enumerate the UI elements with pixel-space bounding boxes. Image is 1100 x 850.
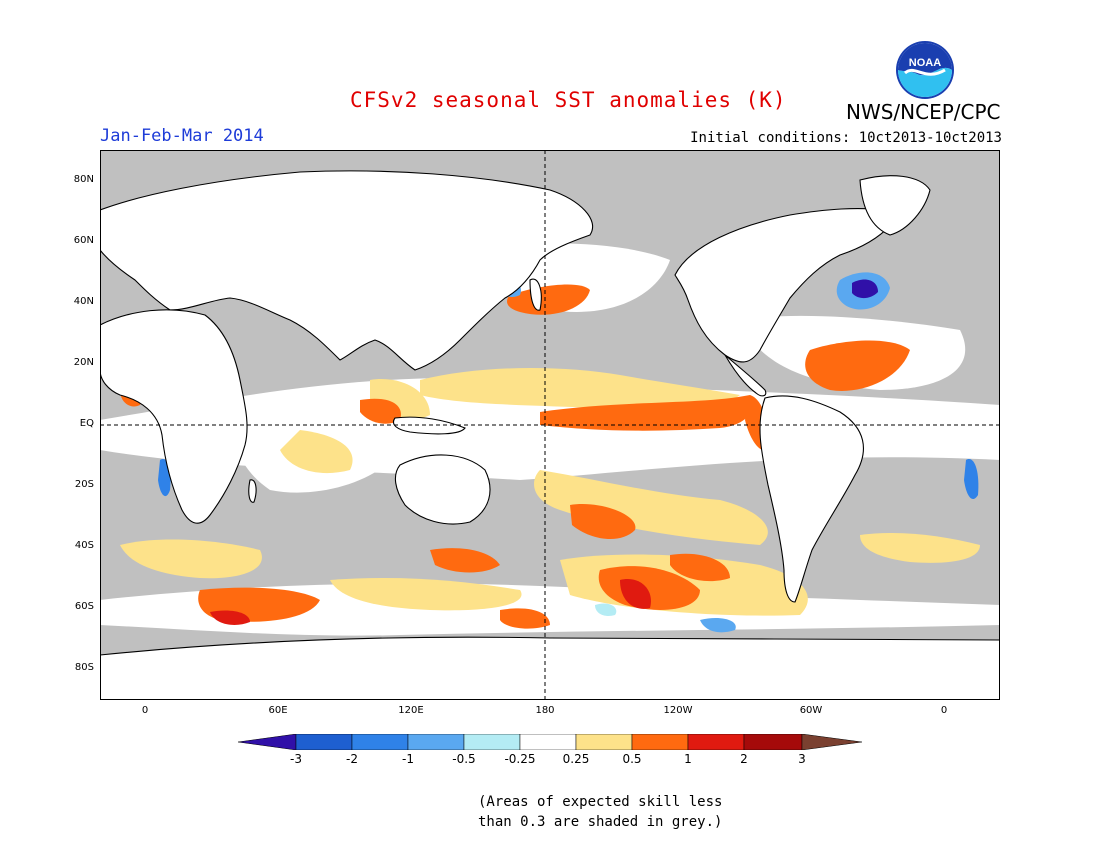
lon-label: 0: [940, 705, 948, 716]
lat-label: 80N: [73, 174, 94, 185]
colorbar: [238, 734, 862, 750]
lat-label: 40N: [73, 296, 94, 307]
colorbar-label: 0.5: [622, 752, 642, 766]
colorbar-label: -3: [290, 752, 302, 766]
colorbar-segment: [463, 734, 521, 750]
organization-label: NWS/NCEP/CPC: [846, 100, 1001, 124]
noaa-logo: NOAA: [896, 41, 954, 99]
colorbar-label: 0.25: [562, 752, 590, 766]
lon-label: 120W: [663, 705, 693, 716]
initial-conditions: Initial conditions: 10ct2013-10ct2013: [690, 130, 1002, 146]
lon-label: 120E: [398, 705, 424, 716]
colorbar-label: -1: [402, 752, 414, 766]
lon-label: 180: [535, 705, 555, 716]
colorbar-segment: [687, 734, 745, 750]
lon-label: 0: [141, 705, 149, 716]
skill-note: (Areas of expected skill less than 0.3 a…: [478, 792, 722, 832]
colorbar-segment: [351, 734, 409, 750]
skill-note-line: (Areas of expected skill less: [478, 794, 723, 810]
skill-note-line: than 0.3 are shaded in grey.): [478, 814, 723, 830]
colorbar-label: -0.25: [504, 752, 536, 766]
colorbar-label: 1: [684, 752, 692, 766]
lat-label: 60S: [74, 601, 94, 612]
reference-lines: [100, 150, 1000, 700]
lat-label: 60N: [73, 235, 94, 246]
lon-label: 60W: [799, 705, 823, 716]
colorbar-label: -2: [346, 752, 358, 766]
continent-outlines: [100, 170, 1000, 700]
colorbar-segment: [575, 734, 633, 750]
lat-label: 80S: [74, 662, 94, 673]
chart-title: CFSv2 seasonal SST anomalies (K): [350, 88, 787, 112]
lat-label: 40S: [74, 540, 94, 551]
colorbar-segment: [801, 734, 862, 750]
svg-text:NOAA: NOAA: [909, 57, 941, 69]
lon-label: 60E: [268, 705, 288, 716]
colorbar-segment: [631, 734, 689, 750]
colorbar-segment: [743, 734, 803, 750]
sst-anomaly-map: [100, 150, 1000, 700]
forecast-period: Jan-Feb-Mar 2014: [100, 126, 264, 146]
lat-label: EQ: [79, 418, 94, 429]
colorbar-segment: [519, 734, 577, 750]
colorbar-segment: [295, 734, 353, 750]
colorbar-label: 3: [798, 752, 806, 766]
light-warm-anomalies: [120, 368, 980, 616]
lat-label: 20N: [73, 357, 94, 368]
lat-label: 20S: [74, 479, 94, 490]
colorbar-label: 2: [740, 752, 748, 766]
colorbar-segment: [238, 734, 297, 750]
colorbar-segment: [407, 734, 465, 750]
colorbar-label: -0.5: [452, 752, 476, 766]
